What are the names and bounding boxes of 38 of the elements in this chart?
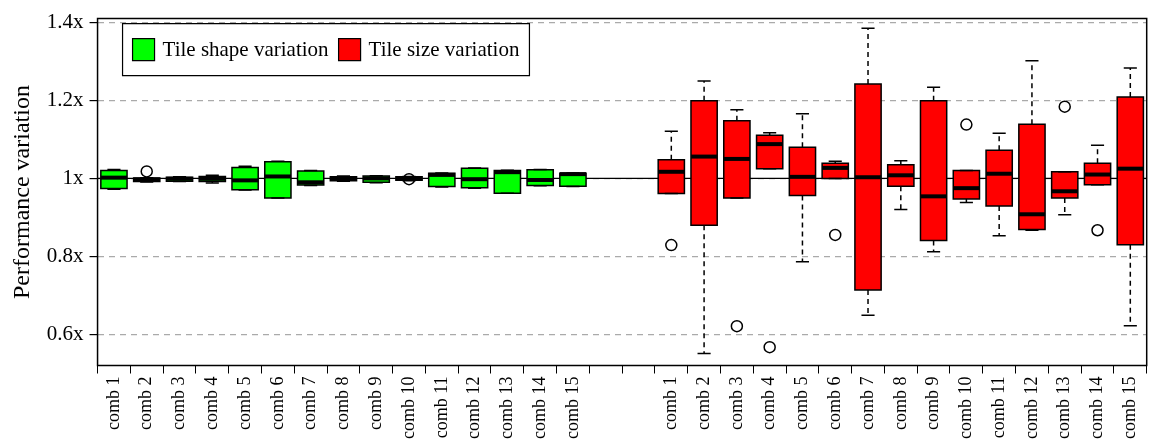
x-tick-label: comb 14 (528, 376, 549, 440)
y-axis-title: Performance variation (7, 85, 34, 300)
x-tick-label: comb 6 (266, 376, 287, 431)
x-tick-label: comb 10 (955, 376, 976, 440)
x-tick-label: comb 5 (233, 376, 254, 431)
x-tick-label: comb 3 (725, 376, 746, 431)
y-tick-label: 0.6x (46, 320, 85, 345)
x-tick-label: comb 13 (496, 376, 517, 440)
x-tick-label: comb 4 (758, 376, 779, 431)
x-tick-label: comb 12 (463, 376, 484, 440)
x-tick-label: comb 6 (823, 376, 844, 431)
y-tick-label: 1.4x (46, 9, 85, 34)
x-tick-label: comb 9 (364, 376, 385, 431)
x-tick-label: comb 4 (201, 376, 222, 431)
x-tick-label: comb 7 (856, 376, 877, 431)
x-tick-label: comb 1 (102, 376, 123, 431)
x-tick-label: comb 10 (397, 376, 418, 440)
x-tick-label: comb 9 (922, 376, 943, 431)
x-tick-label: comb 12 (1020, 376, 1041, 440)
x-tick-label: comb 5 (791, 376, 812, 431)
x-tick-label: comb 14 (1086, 376, 1107, 440)
x-tick-label: comb 15 (1119, 376, 1140, 440)
x-tick-label: comb 8 (332, 376, 353, 431)
y-tick-label: 0.8x (46, 242, 85, 267)
x-tick-label: comb 13 (1053, 376, 1074, 440)
y-tick-label: 1.2x (46, 86, 85, 111)
legend-label: Tile size variation (368, 37, 520, 62)
y-tick-label: 1x (62, 164, 85, 189)
x-tick-label: comb 2 (692, 376, 713, 431)
x-tick-label: comb 8 (889, 376, 910, 431)
x-tick-label: comb 1 (660, 376, 681, 431)
x-tick-label: comb 15 (561, 376, 582, 440)
legend-label: Tile shape variation (162, 37, 330, 62)
x-tick-label: comb 2 (135, 376, 156, 431)
x-tick-label: comb 11 (987, 376, 1008, 439)
x-tick-label: comb 3 (168, 376, 189, 431)
x-tick-label: comb 11 (430, 376, 451, 439)
x-tick-label: comb 7 (299, 376, 320, 431)
